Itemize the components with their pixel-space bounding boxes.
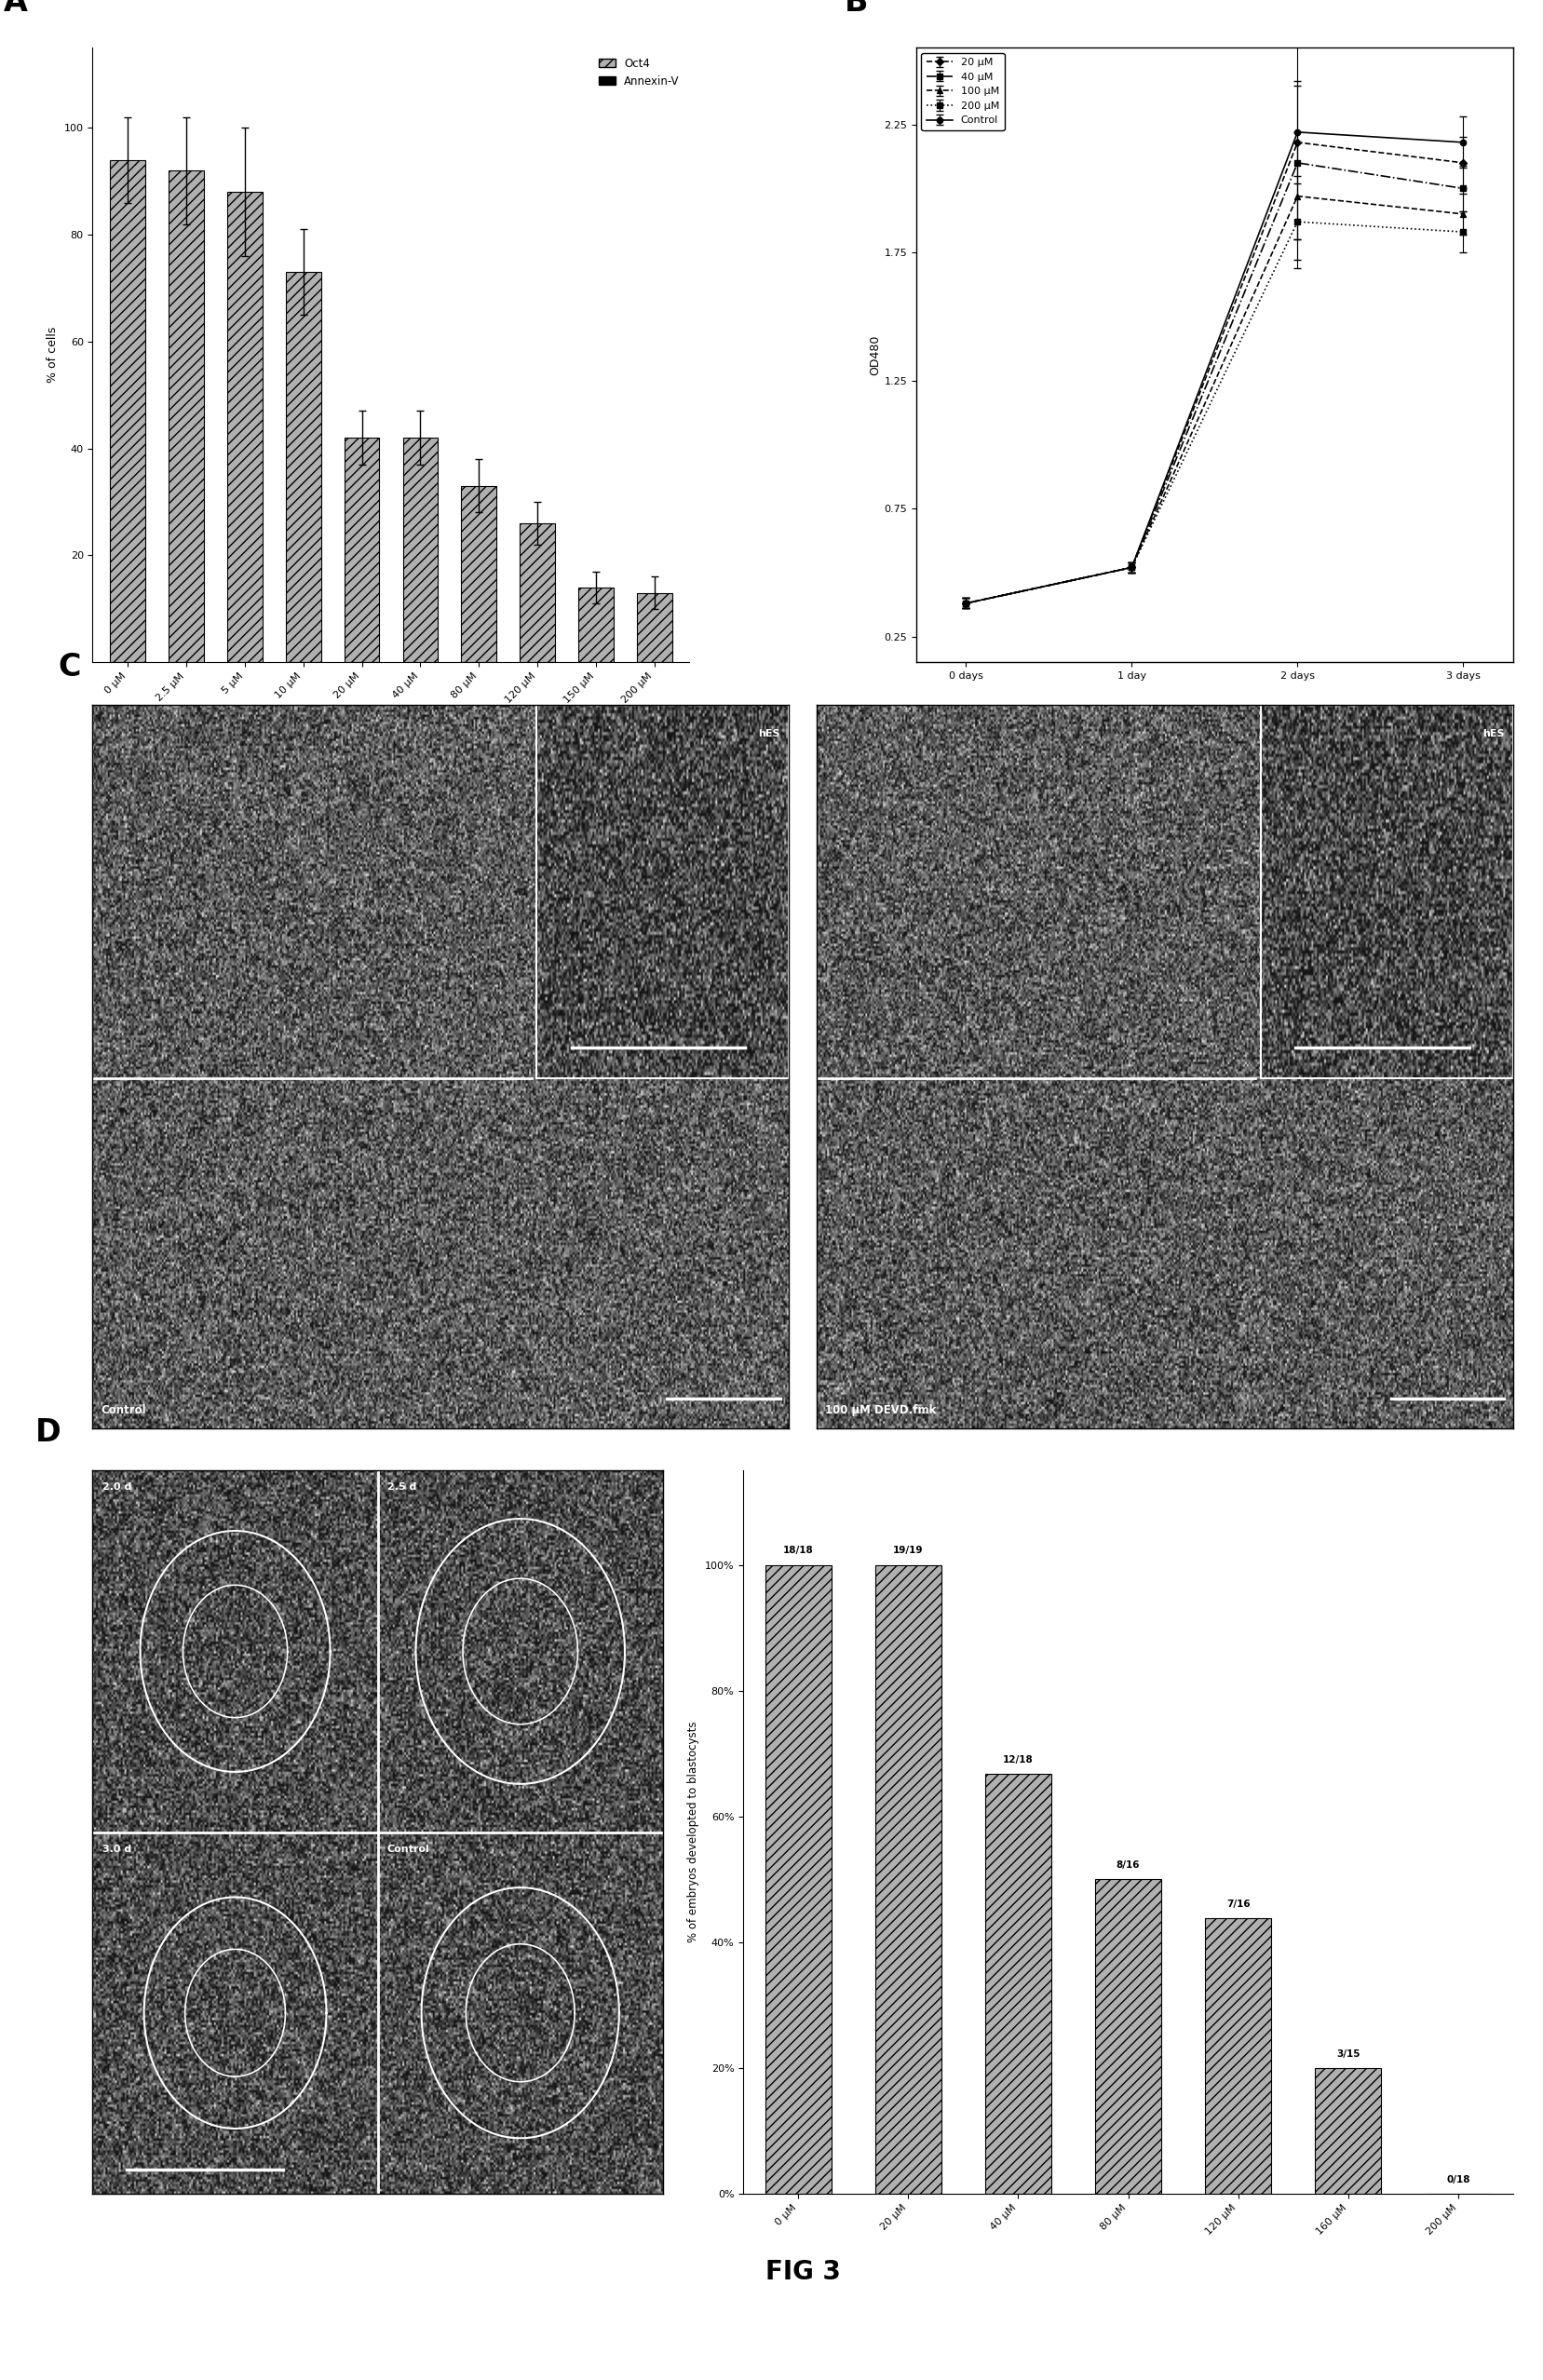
Y-axis label: % of embryos developted to blastocysts: % of embryos developted to blastocysts xyxy=(687,1721,699,1942)
Legend: Oct4, Annexin-V: Oct4, Annexin-V xyxy=(594,52,684,90)
Bar xyxy=(227,193,262,662)
Text: 8/16: 8/16 xyxy=(1116,1861,1139,1871)
Bar xyxy=(875,1566,941,2194)
Text: C: C xyxy=(57,652,80,683)
Bar xyxy=(403,438,438,662)
Bar xyxy=(344,438,380,662)
X-axis label: [c] DEVD.fmk: [c] DEVD.fmk xyxy=(352,709,430,724)
Text: A: A xyxy=(3,0,28,17)
Bar xyxy=(110,159,145,662)
Bar xyxy=(636,593,671,662)
Bar xyxy=(765,1566,830,2194)
Bar xyxy=(1094,1880,1160,2194)
Bar xyxy=(984,1773,1051,2194)
Legend: 20 μM, 40 μM, 100 μM, 200 μM, Control: 20 μM, 40 μM, 100 μM, 200 μM, Control xyxy=(921,52,1004,131)
Text: 100 μM DEVD.fmk: 100 μM DEVD.fmk xyxy=(826,1404,937,1416)
Text: hES: hES xyxy=(1481,728,1503,738)
Bar xyxy=(520,524,554,662)
Y-axis label: OD480: OD480 xyxy=(869,336,881,376)
Text: 12/18: 12/18 xyxy=(1003,1756,1032,1766)
Text: D: D xyxy=(35,1418,62,1447)
Text: 2.5 d: 2.5 d xyxy=(387,1483,417,1492)
Bar xyxy=(285,271,321,662)
Text: 19/19: 19/19 xyxy=(892,1547,923,1557)
Text: FIG 3: FIG 3 xyxy=(765,2259,839,2285)
Text: 2.0 d: 2.0 d xyxy=(102,1483,131,1492)
Text: Control: Control xyxy=(102,1404,147,1416)
Text: 3/15: 3/15 xyxy=(1335,2049,1359,2059)
Bar xyxy=(1315,2068,1381,2194)
Bar xyxy=(168,171,204,662)
Text: 3.0 d: 3.0 d xyxy=(102,1844,131,1854)
Text: hES: hES xyxy=(758,728,779,738)
Y-axis label: % of cells: % of cells xyxy=(46,326,59,383)
Text: 0/18: 0/18 xyxy=(1446,2175,1469,2185)
Text: Control: Control xyxy=(387,1844,429,1854)
Text: B: B xyxy=(844,0,867,17)
Bar xyxy=(537,704,788,1078)
Bar xyxy=(461,486,495,662)
Bar xyxy=(1205,1918,1270,2194)
Bar xyxy=(1261,704,1512,1078)
Text: 18/18: 18/18 xyxy=(782,1547,813,1557)
Text: 7/16: 7/16 xyxy=(1225,1899,1250,1909)
Bar xyxy=(579,588,613,662)
